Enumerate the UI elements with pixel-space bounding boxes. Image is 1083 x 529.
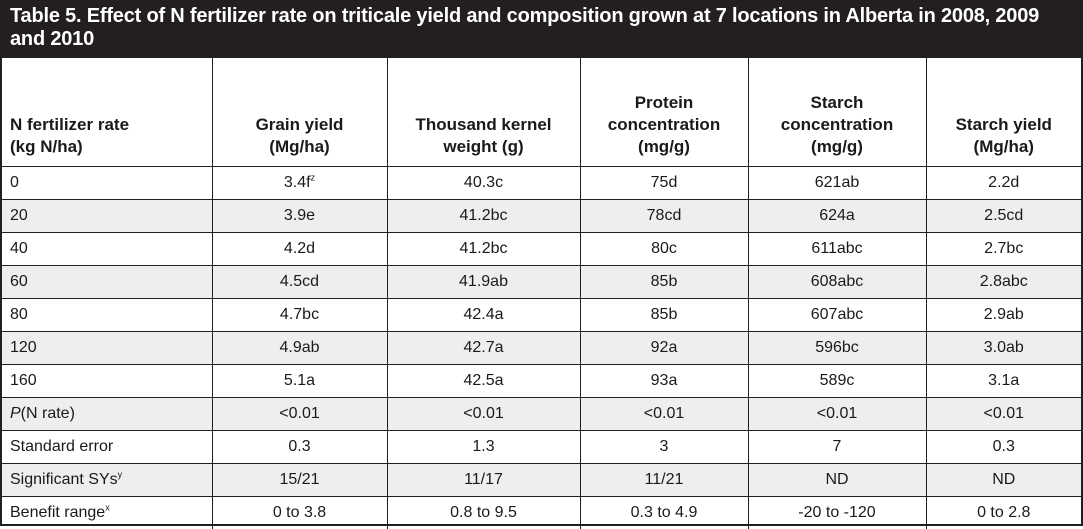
table-row: 160 5.1a 42.5a 93a 589c 3.1a xyxy=(2,365,1081,398)
header-kernel-weight: Thousand kernel weight (g) xyxy=(387,58,580,167)
table-cell: 5.1a xyxy=(212,365,387,398)
data-table: N fertilizer rate (kg N/ha) Grain yield … xyxy=(2,58,1081,529)
table-cell: 0.3 to 4.9 xyxy=(580,497,748,529)
table-cell: 2.2d xyxy=(926,167,1081,200)
table-cell: -20 to -120 xyxy=(748,497,926,529)
table-cell: 85b xyxy=(580,266,748,299)
row-label: 0 xyxy=(2,167,212,200)
header-grain-yield: Grain yield (Mg/ha) xyxy=(212,58,387,167)
table-cell: 7 xyxy=(748,431,926,464)
table-cell: 85b xyxy=(580,299,748,332)
table-cell: 40.3c xyxy=(387,167,580,200)
table-cell: 4.5cd xyxy=(212,266,387,299)
table-cell: 3.1a xyxy=(926,365,1081,398)
table-cell: 1.3 xyxy=(387,431,580,464)
table-title: Table 5. Effect of N fertilizer rate on … xyxy=(2,2,1081,58)
table-cell: 0 to 3.8 xyxy=(212,497,387,529)
table-row: Significant SYsy 15/21 11/17 11/21 ND ND xyxy=(2,464,1081,497)
row-label: 80 xyxy=(2,299,212,332)
table-cell: 75d xyxy=(580,167,748,200)
header-protein: Protein concentration (mg/g) xyxy=(580,58,748,167)
table-row: 120 4.9ab 42.7a 92a 596bc 3.0ab xyxy=(2,332,1081,365)
table-cell: 611abc xyxy=(748,233,926,266)
table-cell: 4.9ab xyxy=(212,332,387,365)
table-cell: 93a xyxy=(580,365,748,398)
table-row: 0 3.4fz 40.3c 75d 621ab 2.2d xyxy=(2,167,1081,200)
row-label: 120 xyxy=(2,332,212,365)
table-row: 80 4.7bc 42.4a 85b 607abc 2.9ab xyxy=(2,299,1081,332)
table-cell: 41.2bc xyxy=(387,200,580,233)
table-cell: 621ab xyxy=(748,167,926,200)
table-cell: 589c xyxy=(748,365,926,398)
table-cell: 4.2d xyxy=(212,233,387,266)
table-cell: 0.8 to 9.5 xyxy=(387,497,580,529)
footnote-mark: y xyxy=(118,470,123,480)
table-cell: 3.4fz xyxy=(212,167,387,200)
header-starch-conc: Starch concentration (mg/g) xyxy=(748,58,926,167)
table-cell: 3.0ab xyxy=(926,332,1081,365)
table-cell: ND xyxy=(748,464,926,497)
table-cell: 2.9ab xyxy=(926,299,1081,332)
table-cell: 624a xyxy=(748,200,926,233)
row-label: 40 xyxy=(2,233,212,266)
table-row: 20 3.9e 41.2bc 78cd 624a 2.5cd xyxy=(2,200,1081,233)
table-cell: 608abc xyxy=(748,266,926,299)
table-cell: 607abc xyxy=(748,299,926,332)
table-cell: 2.8abc xyxy=(926,266,1081,299)
header-n-rate: N fertilizer rate (kg N/ha) xyxy=(2,58,212,167)
table-row: Benefit rangex 0 to 3.8 0.8 to 9.5 0.3 t… xyxy=(2,497,1081,529)
table-cell: 92a xyxy=(580,332,748,365)
row-label: Significant SYsy xyxy=(2,464,212,497)
table-cell: 596bc xyxy=(748,332,926,365)
table-cell: <0.01 xyxy=(748,398,926,431)
table-cell: <0.01 xyxy=(387,398,580,431)
row-label: P(N rate) xyxy=(2,398,212,431)
table-cell: <0.01 xyxy=(580,398,748,431)
table-cell: 42.7a xyxy=(387,332,580,365)
row-label: Benefit rangex xyxy=(2,497,212,529)
row-label: 60 xyxy=(2,266,212,299)
table-cell: 3 xyxy=(580,431,748,464)
table-cell: 4.7bc xyxy=(212,299,387,332)
table-cell: <0.01 xyxy=(926,398,1081,431)
table-cell: ND xyxy=(926,464,1081,497)
table-cell: 11/17 xyxy=(387,464,580,497)
table-cell: 11/21 xyxy=(580,464,748,497)
row-label: 160 xyxy=(2,365,212,398)
table-cell: 2.5cd xyxy=(926,200,1081,233)
footnote-mark: x xyxy=(105,503,110,513)
table-cell: 42.4a xyxy=(387,299,580,332)
table-cell: 0.3 xyxy=(926,431,1081,464)
table-row: 60 4.5cd 41.9ab 85b 608abc 2.8abc xyxy=(2,266,1081,299)
table-cell: 3.9e xyxy=(212,200,387,233)
header-row: N fertilizer rate (kg N/ha) Grain yield … xyxy=(2,58,1081,167)
table-cell: 41.2bc xyxy=(387,233,580,266)
table-row: 40 4.2d 41.2bc 80c 611abc 2.7bc xyxy=(2,233,1081,266)
table-cell: 0 to 2.8 xyxy=(926,497,1081,529)
table-cell: 78cd xyxy=(580,200,748,233)
table-cell: 80c xyxy=(580,233,748,266)
table-cell: 41.9ab xyxy=(387,266,580,299)
table-cell: 0.3 xyxy=(212,431,387,464)
row-label: Standard error xyxy=(2,431,212,464)
table-cell: 15/21 xyxy=(212,464,387,497)
table-cell: 2.7bc xyxy=(926,233,1081,266)
table-cell: <0.01 xyxy=(212,398,387,431)
table-cell: 42.5a xyxy=(387,365,580,398)
footnote-mark: z xyxy=(311,173,316,183)
table-row: P(N rate) <0.01 <0.01 <0.01 <0.01 <0.01 xyxy=(2,398,1081,431)
header-starch-yield: Starch yield (Mg/ha) xyxy=(926,58,1081,167)
row-label: 20 xyxy=(2,200,212,233)
table-row: Standard error 0.3 1.3 3 7 0.3 xyxy=(2,431,1081,464)
